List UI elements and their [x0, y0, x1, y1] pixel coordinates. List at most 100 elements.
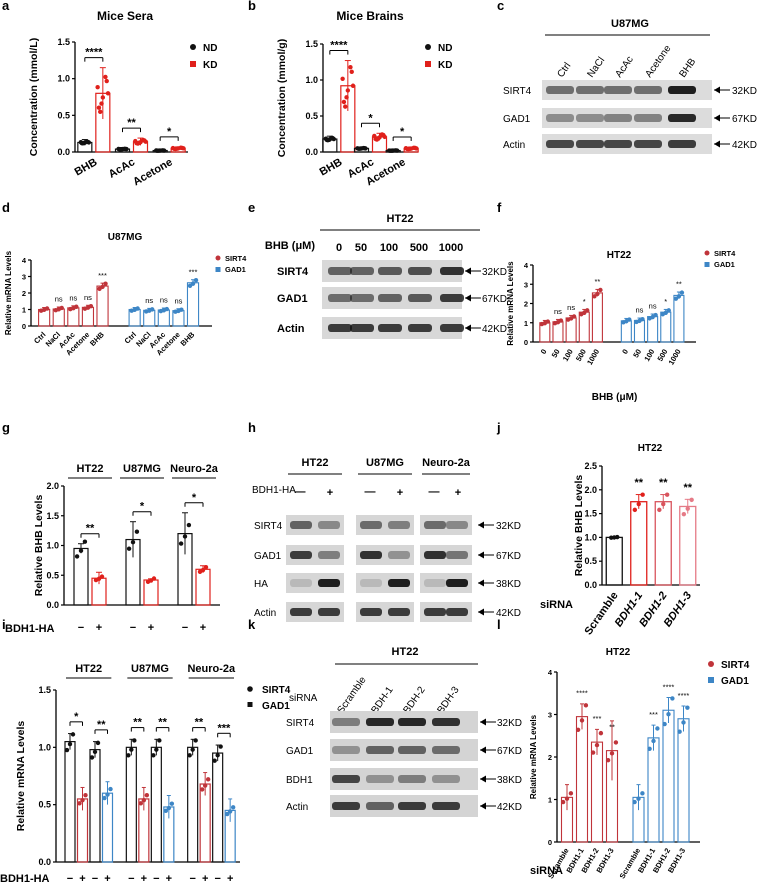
chart-i-2-point	[92, 749, 98, 755]
chart-a-y-tick-label: 0.5	[57, 110, 70, 120]
chart-i-plus-label: +	[166, 873, 172, 885]
chart-i-a1-sig-label: **	[133, 717, 142, 729]
chart-j-title: HT22	[638, 443, 663, 454]
chart-l-0-point	[560, 799, 566, 805]
chart-b-kd-point	[344, 95, 349, 100]
chart-d-sig-label: ns	[160, 296, 168, 305]
blot-h-band	[388, 521, 410, 529]
blot-k-row-label: Actin	[286, 802, 308, 813]
blot-e-size-label: 32KD	[482, 267, 507, 278]
chart-b-nd-point	[325, 138, 331, 143]
chart-l-bar-gad1	[677, 718, 690, 843]
chart-l-sig-label: ****	[678, 691, 690, 700]
chart-a-y-axis-label: Concentration (mmol/L)	[28, 38, 40, 156]
blot-h-band	[388, 551, 410, 559]
blot-h-membrane	[356, 573, 414, 593]
chart-d-x-tick-label: BHB	[88, 330, 106, 348]
panel-label-k: k	[248, 617, 256, 632]
blot-c-band	[668, 140, 696, 148]
chart-i-0-point	[70, 732, 76, 737]
blot-h-membrane	[356, 515, 414, 535]
blot-c-lane-label: AcAc	[613, 54, 635, 79]
blot-k-size-label: 42KD	[497, 802, 522, 813]
chart-f-sig-label: ns	[554, 307, 562, 316]
chart-g-c-point	[182, 534, 188, 539]
blot-h-band	[388, 579, 410, 587]
blot-e-row-label: SIRT4	[277, 266, 309, 278]
chart-l-row-label: siRNA	[530, 865, 563, 877]
chart-i-3-point	[108, 786, 113, 792]
chart-b-kd-point	[379, 132, 385, 137]
chart-f-sig-label: ns	[636, 306, 644, 315]
chart-a-0-sig-label: ****	[85, 47, 103, 59]
blot-e-lane-label: 50	[355, 242, 367, 254]
chart-i-y-tick-label: 0.0	[38, 857, 51, 867]
chart-f-0-point	[555, 319, 561, 325]
blot-e-lane-label: 500	[410, 242, 428, 254]
chart-d-0-point	[41, 307, 47, 313]
blot-e-1-arrow-head	[465, 294, 471, 302]
blot-h-row-label: Actin	[254, 608, 276, 619]
chart-j-0-point	[612, 535, 617, 540]
chart-j-bar	[630, 501, 648, 586]
chart-d-1-point	[132, 307, 137, 313]
blot-h-row-label: SIRT4	[254, 521, 283, 532]
chart-l-x-tick-label: Scramble	[618, 847, 643, 881]
chart-f-1-point	[676, 294, 682, 299]
blot-h-band	[360, 521, 382, 529]
chart-b-y-tick-label: 1.0	[305, 75, 318, 85]
blot-k-membrane	[330, 768, 478, 790]
chart-j-bar	[654, 501, 672, 586]
chart-i-y-tick-label: 1.0	[38, 742, 51, 752]
chart-i-1-point	[77, 801, 82, 806]
chart-a-kd-point	[140, 137, 146, 143]
chart-g-y-axis-label: Relative BHB Levels	[33, 495, 45, 597]
chart-f-x-tick-label: 100	[561, 348, 575, 363]
blot-h-group-label: U87MG	[366, 457, 404, 469]
blot-c-row-label: SIRT4	[503, 86, 532, 97]
chart-i-bar	[212, 752, 224, 863]
chart-f-sig-label: ns	[649, 302, 657, 311]
chart-l-sig-label: ****	[576, 689, 588, 698]
chart-l-legend-gad1: GAD1	[721, 676, 749, 687]
panel-label-b: b	[248, 0, 256, 13]
chart-g-plus-label: +	[200, 622, 206, 634]
chart-a-kd-point	[105, 91, 111, 96]
blot-h-row-label: GAD1	[254, 551, 282, 562]
blot-k-size-label: 32KD	[497, 718, 522, 729]
chart-a-nd-point	[159, 148, 165, 153]
panel-label-j: j	[496, 420, 501, 435]
chart-f-0-point	[598, 287, 603, 293]
chart-g-minus-label: −	[78, 622, 84, 634]
blot-e-title: HT22	[387, 213, 414, 225]
blot-h-band	[360, 608, 382, 616]
blot-k-band	[366, 746, 394, 754]
blot-e-lane-label: 0	[336, 242, 342, 254]
chart-l-y-tick-label: 0	[548, 838, 552, 847]
chart-j-1-point	[632, 507, 638, 513]
blot-c-row-label: GAD1	[503, 114, 531, 125]
chart-d-1-point	[147, 308, 152, 313]
chart-i-row-label: BDH1-HA	[0, 873, 50, 885]
blot-e-band	[440, 294, 464, 302]
blot-h-band	[424, 608, 446, 616]
chart-a-kd-point	[135, 141, 141, 146]
blot-e-lane-title: BHB (μM)	[265, 240, 315, 252]
chart-j-x-tick-label: Scramble	[582, 590, 620, 637]
blot-e-row-label: Actin	[277, 323, 305, 335]
chart-f-1-point	[624, 319, 629, 324]
chart-i-3-point	[224, 811, 230, 817]
blot-h-1-arrow-head	[478, 551, 484, 559]
chart-i-1-point	[202, 783, 208, 788]
blot-k-band	[366, 802, 394, 810]
chart-a-nd-point	[155, 148, 161, 153]
blot-e-band	[350, 324, 374, 332]
chart-a-kd-point	[100, 95, 106, 100]
blot-h-plus-label: +	[327, 487, 333, 499]
chart-l-0-point	[609, 751, 615, 756]
blot-c-band	[604, 140, 632, 148]
blot-e-band	[378, 294, 402, 302]
blot-h-band	[318, 579, 340, 587]
chart-f-legend-gad1: GAD1	[714, 260, 735, 269]
